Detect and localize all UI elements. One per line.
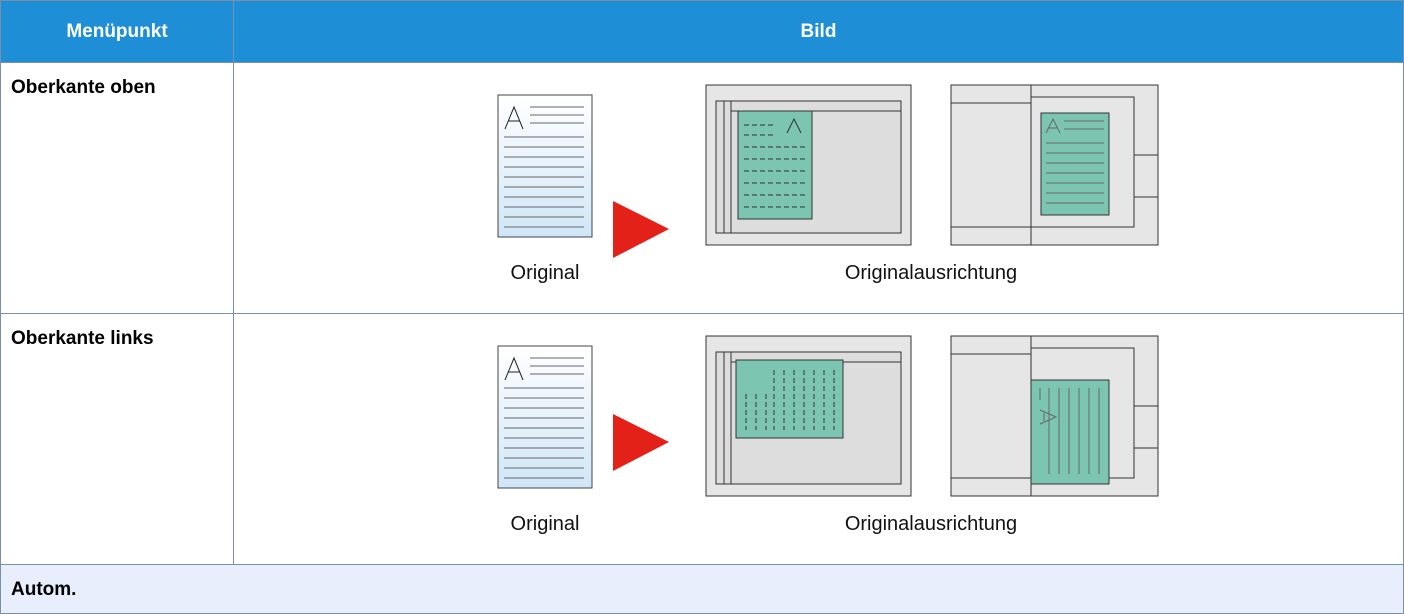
image-cell: Original Originalausrichtung [233,62,1404,314]
caption: Original [511,262,580,284]
row: Oberkante oben Original Originalausricht… [0,62,1404,314]
header-cell: Menüpunkt [0,0,234,63]
row: Autom. [0,564,1404,614]
header-row: Menüpunkt Bild [0,0,1404,63]
menu-item: Oberkante oben [0,62,234,314]
menu-item: Autom. [0,564,1404,614]
row: Oberkante links Original Originalausrich… [0,313,1404,565]
image-cell: Original Originalausrichtung [233,313,1404,565]
caption: Originalausrichtung [845,513,1017,535]
illustration: Original Originalausrichtung [497,84,1159,284]
caption: Original [511,513,580,535]
menu-item: Oberkante links [0,313,234,565]
caption: Originalausrichtung [845,262,1017,284]
illustration: Original Originalausrichtung [497,335,1159,535]
header-cell: Bild [233,0,1404,63]
